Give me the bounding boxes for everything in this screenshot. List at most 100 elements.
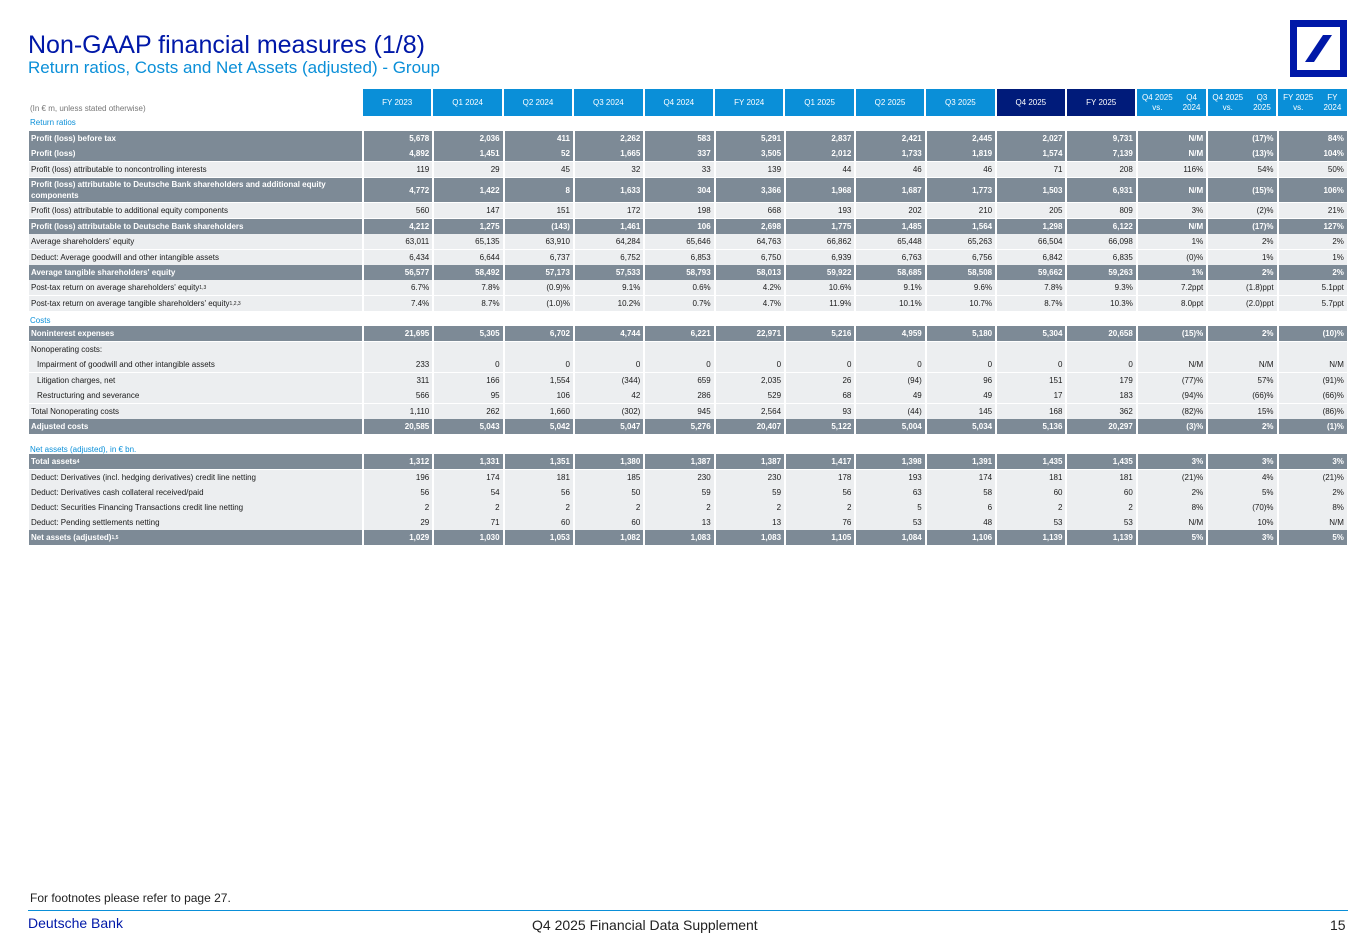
table-cell: 2% bbox=[1206, 326, 1276, 341]
table-cell: 2 bbox=[643, 500, 713, 515]
table-cell: N/M bbox=[1135, 131, 1206, 146]
table-cell: 45 bbox=[502, 162, 573, 177]
table-cell: 1,773 bbox=[924, 178, 995, 202]
table-cell: 6,842 bbox=[995, 250, 1065, 265]
table-cell: 0 bbox=[1065, 357, 1135, 372]
table-cell: 50% bbox=[1276, 162, 1347, 177]
table-cell: 1,819 bbox=[924, 146, 995, 161]
table-cell: 10.1% bbox=[854, 296, 924, 311]
table-cell: 2 bbox=[995, 500, 1065, 515]
table-cell: 809 bbox=[1065, 203, 1135, 218]
table-cell: 2,445 bbox=[924, 131, 995, 146]
table-cell: 168 bbox=[995, 404, 1065, 419]
table-cell: (1)% bbox=[1276, 419, 1347, 434]
table-cell: 304 bbox=[643, 178, 713, 202]
table-cell: 52 bbox=[502, 146, 573, 161]
row-label: Deduct: Derivatives cash collateral rece… bbox=[31, 488, 204, 497]
table-cell: 10.7% bbox=[924, 296, 995, 311]
table-cell: 7.4% bbox=[361, 296, 432, 311]
table-cell: 6.7% bbox=[361, 280, 432, 295]
table-cell: 5,047 bbox=[572, 419, 643, 434]
table-cell: 6,853 bbox=[643, 250, 713, 265]
column-header: Q1 2025 bbox=[785, 89, 854, 116]
table-cell: 179 bbox=[1065, 373, 1135, 388]
table-cell: 8.7% bbox=[432, 296, 502, 311]
table-cell: 181 bbox=[502, 470, 573, 485]
table-cell: 2 bbox=[784, 500, 854, 515]
table-cell: 106% bbox=[1276, 178, 1347, 202]
table-cell: 66,098 bbox=[1065, 234, 1135, 249]
table-cell: 1,029 bbox=[361, 530, 432, 545]
table-cell: (94)% bbox=[1135, 388, 1206, 403]
table-cell: 4,892 bbox=[361, 146, 432, 161]
table-cell bbox=[432, 342, 503, 357]
table-cell: 56 bbox=[361, 485, 432, 500]
table-cell: N/M bbox=[1276, 515, 1347, 530]
column-header: FY 2025 vs. FY 2024 bbox=[1278, 89, 1347, 116]
column-header: Q2 2025 bbox=[855, 89, 925, 116]
table-cell: 185 bbox=[572, 470, 643, 485]
table-cell: 1,633 bbox=[572, 178, 643, 202]
table-cell: 172 bbox=[572, 203, 643, 218]
table-cell: 29 bbox=[432, 162, 502, 177]
table-cell: N/M bbox=[1206, 357, 1276, 372]
row-label: Total Nonoperating costs bbox=[31, 407, 120, 416]
table-cell: 63,910 bbox=[502, 234, 573, 249]
table-cell: 2% bbox=[1276, 265, 1347, 280]
table-cell: 60 bbox=[502, 515, 573, 530]
table-cell: 58 bbox=[924, 485, 995, 500]
table-cell: 5,180 bbox=[924, 326, 995, 341]
table-cell: 6,750 bbox=[713, 250, 784, 265]
column-header: Q4 2025 vs. Q4 2024 bbox=[1137, 89, 1206, 116]
table-row: Deduct: Derivatives (incl. hedging deriv… bbox=[29, 470, 1347, 486]
table-row: Profit (loss) attributable to Deutsche B… bbox=[29, 178, 1347, 203]
table-cell: 3% bbox=[1206, 530, 1276, 545]
table-cell: 1,660 bbox=[502, 404, 573, 419]
table-cell: (143) bbox=[502, 219, 573, 234]
row-label: Deduct: Average goodwill and other intan… bbox=[31, 253, 219, 262]
table-cell: (44) bbox=[854, 404, 924, 419]
table-cell: 65,135 bbox=[432, 234, 502, 249]
table-cell: 15% bbox=[1206, 404, 1276, 419]
table-row: Profit (loss) before tax 5,678 2,036 411 2,2… bbox=[29, 131, 1347, 147]
table-cell: 0 bbox=[432, 357, 502, 372]
document-title: Q4 2025 Financial Data Supplement bbox=[532, 917, 758, 933]
table-row: Deduct: Pending settlements netting 29 71 6… bbox=[29, 515, 1347, 531]
table-cell: 181 bbox=[995, 470, 1065, 485]
table-cell: 945 bbox=[643, 404, 713, 419]
page-subtitle: Return ratios, Costs and Net Assets (adj… bbox=[28, 58, 440, 77]
table-cell: 49 bbox=[854, 388, 924, 403]
table-cell: 2,421 bbox=[854, 131, 924, 146]
table-cell: 0 bbox=[784, 357, 854, 372]
table-cell: 2,262 bbox=[572, 131, 643, 146]
table-cell: 127% bbox=[1276, 219, 1347, 234]
table-cell: 208 bbox=[1065, 162, 1135, 177]
table-cell: 0 bbox=[924, 357, 995, 372]
table-cell: 139 bbox=[713, 162, 784, 177]
table-cell: 233 bbox=[361, 357, 432, 372]
table-cell: 5% bbox=[1276, 530, 1347, 545]
row-label: Profit (loss) attributable to Deutsche B… bbox=[31, 222, 244, 231]
table-cell: 33 bbox=[643, 162, 713, 177]
table-cell: 11.9% bbox=[784, 296, 854, 311]
table-cell: 119 bbox=[361, 162, 432, 177]
table-cell: 6,939 bbox=[784, 250, 854, 265]
table-cell: 411 bbox=[502, 131, 573, 146]
table-cell: 1,564 bbox=[924, 219, 995, 234]
table-cell: 56 bbox=[784, 485, 854, 500]
brand-name: Deutsche Bank bbox=[28, 915, 123, 931]
table-cell: 57,173 bbox=[502, 265, 573, 280]
column-header: FY 2025 bbox=[1067, 89, 1136, 116]
table-cell: N/M bbox=[1135, 178, 1206, 202]
table-cell: 1,485 bbox=[854, 219, 924, 234]
table-cell: 1,435 bbox=[995, 454, 1065, 469]
table-cell: 48 bbox=[924, 515, 995, 530]
table-cell: 8.7% bbox=[995, 296, 1065, 311]
table-cell: 21% bbox=[1276, 203, 1347, 218]
column-header: Q1 2024 bbox=[433, 89, 502, 116]
table-cell: 1,030 bbox=[432, 530, 502, 545]
table-cell: 1% bbox=[1135, 265, 1206, 280]
table-cell: 64,284 bbox=[572, 234, 643, 249]
table-cell: 5 bbox=[854, 500, 924, 515]
table-row: Restructuring and severance 566 95 106 42 286… bbox=[29, 388, 1347, 404]
